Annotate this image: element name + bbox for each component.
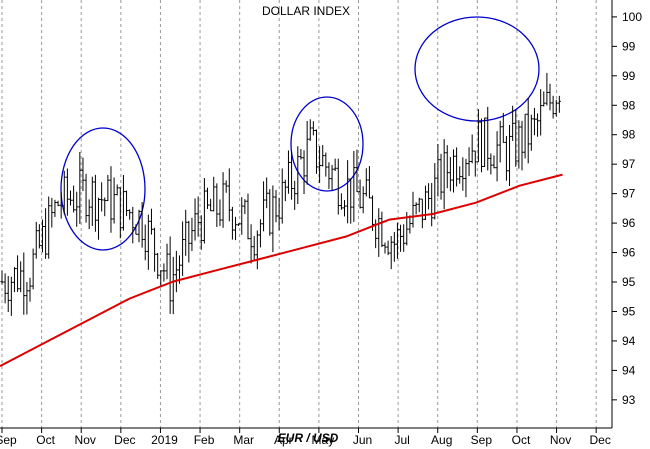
annotation-ellipse (60, 127, 146, 251)
y-tick-label: 95 (622, 304, 636, 318)
grid (1, 0, 597, 428)
y-tick-label: 94 (622, 334, 636, 348)
y-tick-label: 98 (622, 98, 636, 112)
x-tick-label: Nov (75, 433, 96, 447)
x-tick-label: Mar (233, 433, 254, 447)
x-tick-label: 2019 (151, 433, 178, 447)
x-tick-label: Sep (471, 433, 493, 447)
annotation-ellipse (290, 96, 364, 192)
y-tick-label: 96 (622, 216, 636, 230)
x-tick-label: Dec (590, 433, 611, 447)
y-tick-label: 98 (622, 128, 636, 142)
annotation-ellipse (414, 16, 540, 122)
y-tick-label: 94 (622, 363, 636, 377)
y-tick-label: 99 (622, 39, 636, 53)
x-tick-label: Oct (512, 433, 531, 447)
y-tick-label: 97 (622, 187, 636, 201)
y-tick-label: 93 (622, 393, 636, 407)
x-axis-ticks: Sep Oct Nov Dec 2019 Feb Mar Apr May Jun Jul Aug Sep… (0, 428, 611, 447)
chart-subtitle: EUR / USD (278, 431, 339, 445)
chart-title: DOLLAR INDEX (262, 4, 350, 18)
y-tick-label: 95 (622, 275, 636, 289)
x-tick-label: Nov (550, 433, 571, 447)
y-tick-label: 99 (622, 69, 636, 83)
y-tick-label: 97 (622, 157, 636, 171)
x-tick-label: Oct (36, 433, 55, 447)
ohlc-bar-series (0, 72, 561, 316)
x-tick-label: Apr (274, 433, 293, 447)
y-tick-label: 100 (622, 10, 642, 24)
y-tick-label: 96 (622, 246, 636, 260)
x-tick-label: Feb (194, 433, 215, 447)
x-tick-label: May (312, 433, 335, 447)
moving-average-line (0, 173, 563, 367)
annotation-ellipses (60, 16, 540, 251)
x-tick-label: Jun (353, 433, 372, 447)
x-tick-label: Sep (0, 433, 17, 447)
x-tick-label: Aug (431, 433, 452, 447)
x-tick-label: Dec (114, 433, 135, 447)
y-axis-ticks: 93 94 94 95 95 96 96 97 97 98 98 99 99 100 (612, 10, 642, 407)
x-tick-label: Jul (394, 433, 409, 447)
